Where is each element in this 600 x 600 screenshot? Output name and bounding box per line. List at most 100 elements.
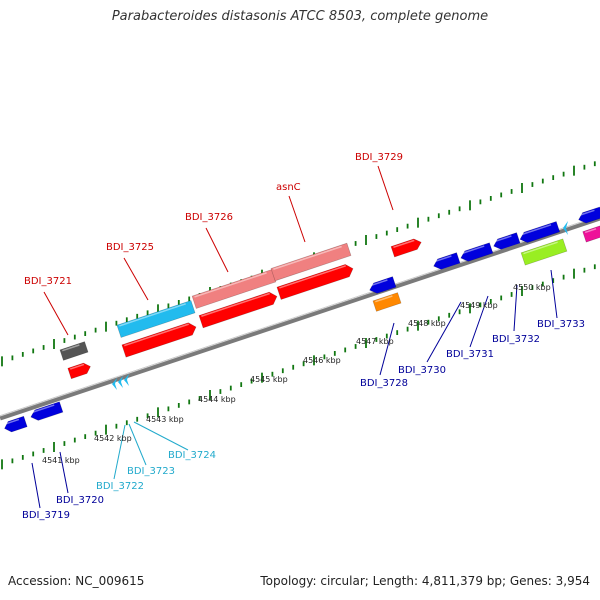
- lower-tick-track: [1, 264, 596, 470]
- map-title: Parabacteroides distasonis ATCC 8503, co…: [111, 9, 489, 24]
- callout-line: [113, 424, 126, 480]
- gene-shape: [520, 238, 568, 266]
- scale-label: 4550 kbp: [513, 283, 551, 292]
- gene-block: [116, 300, 196, 338]
- gene-block: [520, 238, 568, 266]
- gene-shine: [434, 255, 452, 263]
- gene-shine: [279, 265, 346, 289]
- gene-block: [270, 242, 352, 282]
- gene-shape: [276, 264, 354, 300]
- gene-shine: [375, 295, 393, 303]
- gene-label: BDI_3722: [96, 481, 144, 492]
- gene-shape: [493, 232, 521, 250]
- gene-label: BDI_3720: [56, 495, 104, 506]
- gene-label: BDI_3728: [360, 378, 408, 389]
- gene-shine: [31, 404, 55, 414]
- callout-lines: [31, 165, 558, 509]
- gene-shine: [69, 363, 85, 370]
- gene-label: asnC: [276, 182, 301, 193]
- gene-block: [4, 415, 28, 433]
- genome-summary-text: Topology: circular; Length: 4,811,379 bp…: [260, 574, 590, 588]
- gene-shape: [372, 292, 402, 312]
- gene-shine: [520, 224, 552, 236]
- callout-line: [550, 269, 558, 319]
- gene-block: [59, 341, 89, 361]
- callout-line: [513, 284, 518, 332]
- gene-block: [30, 401, 64, 421]
- gene-block: [121, 322, 197, 358]
- gene-label: BDI_3723: [127, 466, 175, 477]
- gene-block: [369, 276, 397, 294]
- gene-block: [582, 225, 600, 243]
- callout-line: [43, 291, 69, 336]
- gene-block: [390, 238, 422, 258]
- gene-shine: [124, 323, 190, 347]
- gene-shape: [30, 401, 64, 421]
- gene-shape: [519, 221, 561, 243]
- genome-axis: [0, 215, 600, 421]
- gene-label: BDI_3731: [446, 349, 494, 360]
- callout-line: [128, 423, 147, 466]
- callout-line: [379, 322, 395, 376]
- gene-label: BDI_3721: [24, 276, 72, 287]
- small-gene-marker: [118, 376, 123, 388]
- gene-shine: [461, 245, 485, 255]
- gene-label: BDI_3730: [398, 365, 446, 376]
- gene-label: BDI_3724: [168, 450, 216, 461]
- gene-block: [198, 291, 278, 329]
- callout-line: [133, 421, 189, 451]
- gene-label: BDI_3729: [355, 152, 403, 163]
- scale-label: 4545 kbp: [250, 375, 288, 384]
- gene-shape: [582, 225, 600, 243]
- gene-label: BDI_3733: [537, 319, 585, 330]
- small-gene-marker: [563, 221, 568, 235]
- accession-text: Accession: NC_009615: [8, 574, 145, 588]
- gene-shape: [191, 269, 277, 309]
- callout-line: [205, 227, 229, 273]
- gene-shape: [390, 238, 422, 258]
- scale-label: 4541 kbp: [42, 456, 80, 465]
- gene-block: [276, 264, 354, 300]
- gene-block: [460, 242, 494, 262]
- genome-axis-highlight: [0, 215, 600, 417]
- gene-shine: [119, 303, 186, 327]
- gene-block: [191, 269, 277, 309]
- gene-block: [578, 206, 600, 224]
- callout-line: [123, 257, 149, 301]
- gene-shine: [194, 272, 267, 298]
- gene-shine: [273, 245, 342, 270]
- gene-shine: [579, 209, 595, 217]
- gene-shine: [494, 235, 512, 243]
- gene-label: BDI_3732: [492, 334, 540, 345]
- scale-label: 4549 kbp: [460, 301, 498, 310]
- gene-shape: [460, 242, 494, 262]
- gene-shine: [62, 344, 80, 352]
- gene-shape: [59, 341, 89, 361]
- callout-line: [469, 295, 489, 348]
- gene-block: [67, 362, 91, 380]
- gene-block: [519, 221, 561, 243]
- gene-shine: [523, 241, 558, 255]
- gene-shape: [578, 206, 600, 224]
- gene-shine: [393, 239, 415, 249]
- gene-shine: [584, 228, 597, 234]
- gene-shape: [4, 415, 28, 433]
- gene-features: [4, 206, 600, 433]
- callout-line: [288, 195, 306, 243]
- gene-shape: [270, 242, 352, 282]
- small-gene-marker: [124, 374, 129, 386]
- gene-shine: [370, 279, 388, 287]
- scale-label: 4548 kbp: [408, 319, 446, 328]
- gene-block: [493, 232, 521, 250]
- gene-shape: [116, 300, 196, 338]
- gene-label: BDI_3726: [185, 212, 233, 223]
- gene-label: BDI_3725: [106, 242, 154, 253]
- gene-block: [433, 252, 461, 270]
- gene-shape: [369, 276, 397, 294]
- gene-shape: [433, 252, 461, 270]
- gene-shine: [4, 418, 20, 425]
- gene-shape: [198, 291, 278, 329]
- scale-label: 4544 kbp: [198, 395, 236, 404]
- callout-line: [59, 451, 69, 494]
